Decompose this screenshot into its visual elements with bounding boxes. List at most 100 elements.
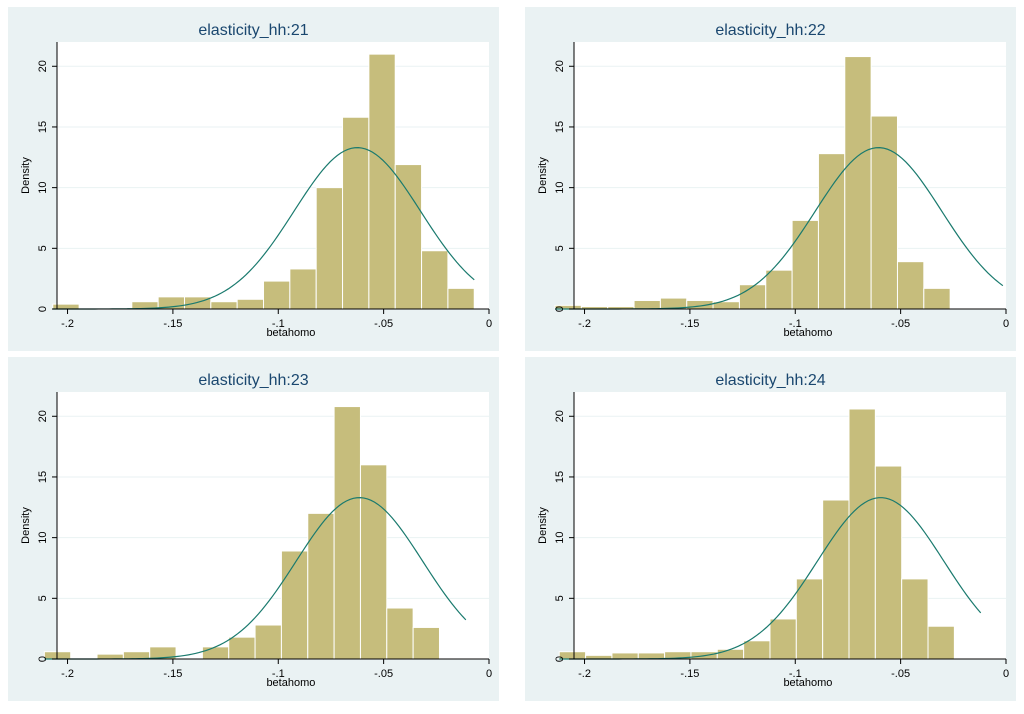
histogram-bar [333, 406, 361, 660]
y-tick-label: 20 [37, 410, 49, 422]
x-tick-label: -.15 [680, 318, 699, 330]
x-tick-label: -.05 [891, 318, 910, 330]
y-tick-label: 5 [554, 595, 566, 601]
x-tick-label: -.15 [680, 668, 699, 680]
x-tick-label: 0 [486, 668, 492, 680]
histogram-bar [765, 269, 793, 310]
histogram-bar [791, 219, 819, 310]
chart-title: elasticity_hh:24 [715, 372, 825, 389]
y-tick-label: 5 [37, 595, 49, 601]
x-tick-label: -.2 [578, 668, 591, 680]
y-tick-label: 10 [37, 532, 49, 544]
histogram-bar [280, 550, 309, 660]
histogram-bar [844, 56, 872, 310]
histogram-bar [236, 298, 265, 310]
y-tick-label: 15 [37, 121, 49, 133]
chart-title: elasticity_hh:22 [715, 22, 825, 39]
histogram-bar [822, 499, 850, 660]
chart-panel-hh23: 0 5 10 15 20 -.2 -.15 -.1 -.05 0 betahomo Density el… [8, 357, 499, 701]
plot-area [57, 392, 489, 659]
histogram-bar [901, 578, 929, 660]
histogram-bar [874, 465, 903, 660]
y-tick-label: 20 [37, 60, 49, 72]
histogram-bar [342, 116, 370, 310]
x-tick-label: -.15 [163, 668, 182, 680]
chart-svg-hh23: 0 5 10 15 20 -.2 -.15 -.1 -.05 0 betahomo Density el… [20, 372, 492, 689]
chart-title: elasticity_hh:21 [198, 22, 308, 39]
chart-title: elasticity_hh:23 [198, 372, 308, 389]
x-tick-label: 0 [486, 318, 492, 330]
x-tick-label: -.05 [891, 668, 910, 680]
histogram-bar [447, 287, 475, 310]
chart-panel-hh21: 0 5 10 15 20 -.2 -.15 -.1 -.05 0 betahomo Density el… [8, 7, 499, 351]
x-tick-label: -.1 [272, 318, 285, 330]
x-axis-label: betahomo [266, 677, 315, 689]
plot-area [574, 392, 1006, 659]
x-tick-label: -.2 [61, 668, 74, 680]
x-tick-label: 0 [1003, 318, 1009, 330]
histogram-bar [817, 153, 846, 310]
plot-area [574, 42, 1006, 309]
y-axis-label: Density [20, 507, 32, 544]
y-tick-label: 10 [554, 532, 566, 544]
histogram-bar [263, 280, 291, 310]
chart-panel-hh24: 0 5 10 15 20 -.2 -.15 -.1 -.05 0 betahomo Density el… [525, 357, 1016, 701]
histogram-bar [359, 464, 388, 660]
histogram-bar [795, 578, 824, 660]
histogram-bar [307, 512, 335, 660]
y-axis-label: Density [537, 157, 549, 194]
histogram-bar [201, 646, 230, 660]
histogram-bar [633, 300, 661, 310]
y-tick-label: 0 [554, 306, 566, 312]
x-tick-label: -.2 [61, 318, 74, 330]
histogram-bar [848, 408, 876, 660]
y-tick-label: 10 [37, 182, 49, 194]
histogram-bar [611, 652, 639, 660]
histogram-bar [254, 624, 282, 660]
x-axis-label: betahomo [783, 677, 832, 689]
y-tick-label: 0 [554, 656, 566, 662]
x-axis-label: betahomo [266, 327, 315, 339]
x-axis-label: betahomo [783, 327, 832, 339]
x-tick-label: -.05 [374, 668, 393, 680]
histogram-bar [738, 284, 767, 310]
y-tick-label: 15 [554, 121, 566, 133]
chart-svg-hh22: 0 5 10 15 20 -.2 -.15 -.1 -.05 0 betahomo Density el… [537, 22, 1009, 339]
x-tick-label: -.2 [578, 318, 591, 330]
chart-panel-hh22: 0 5 10 15 20 -.2 -.15 -.1 -.05 0 betahomo Density el… [525, 7, 1016, 351]
y-tick-label: 15 [554, 471, 566, 483]
histogram-bar [210, 301, 238, 310]
chart-svg-hh24: 0 5 10 15 20 -.2 -.15 -.1 -.05 0 betahomo Density el… [537, 372, 1009, 689]
histogram-bar [228, 636, 256, 660]
x-tick-label: 0 [1003, 668, 1009, 680]
y-tick-label: 10 [554, 182, 566, 194]
y-tick-label: 0 [37, 656, 49, 662]
histogram-bar [315, 187, 344, 310]
histogram-bar [716, 648, 745, 660]
histogram-bar [386, 607, 414, 660]
histogram-bar [923, 287, 951, 310]
histogram-bar [412, 626, 440, 660]
histogram-bar [743, 640, 771, 660]
histogram-bar [394, 164, 423, 310]
x-tick-label: -.1 [272, 668, 285, 680]
histogram-bar [870, 115, 898, 310]
chart-svg-hh21: 0 5 10 15 20 -.2 -.15 -.1 -.05 0 betahomo Density el… [20, 22, 492, 339]
y-tick-label: 20 [554, 410, 566, 422]
y-tick-label: 5 [37, 245, 49, 251]
histogram-bar [927, 625, 955, 660]
x-tick-label: -.1 [789, 668, 802, 680]
histogram-bar [96, 653, 124, 660]
y-axis-label: Density [20, 157, 32, 194]
histogram-bar [421, 250, 449, 310]
y-tick-label: 15 [37, 471, 49, 483]
x-tick-label: -.05 [374, 318, 393, 330]
y-tick-label: 0 [37, 306, 49, 312]
x-tick-label: -.1 [789, 318, 802, 330]
histogram-bar [769, 618, 797, 660]
histogram-bar [896, 261, 925, 310]
histogram-bar [289, 268, 317, 310]
x-tick-label: -.15 [163, 318, 182, 330]
y-tick-label: 5 [554, 245, 566, 251]
y-axis-label: Density [537, 507, 549, 544]
